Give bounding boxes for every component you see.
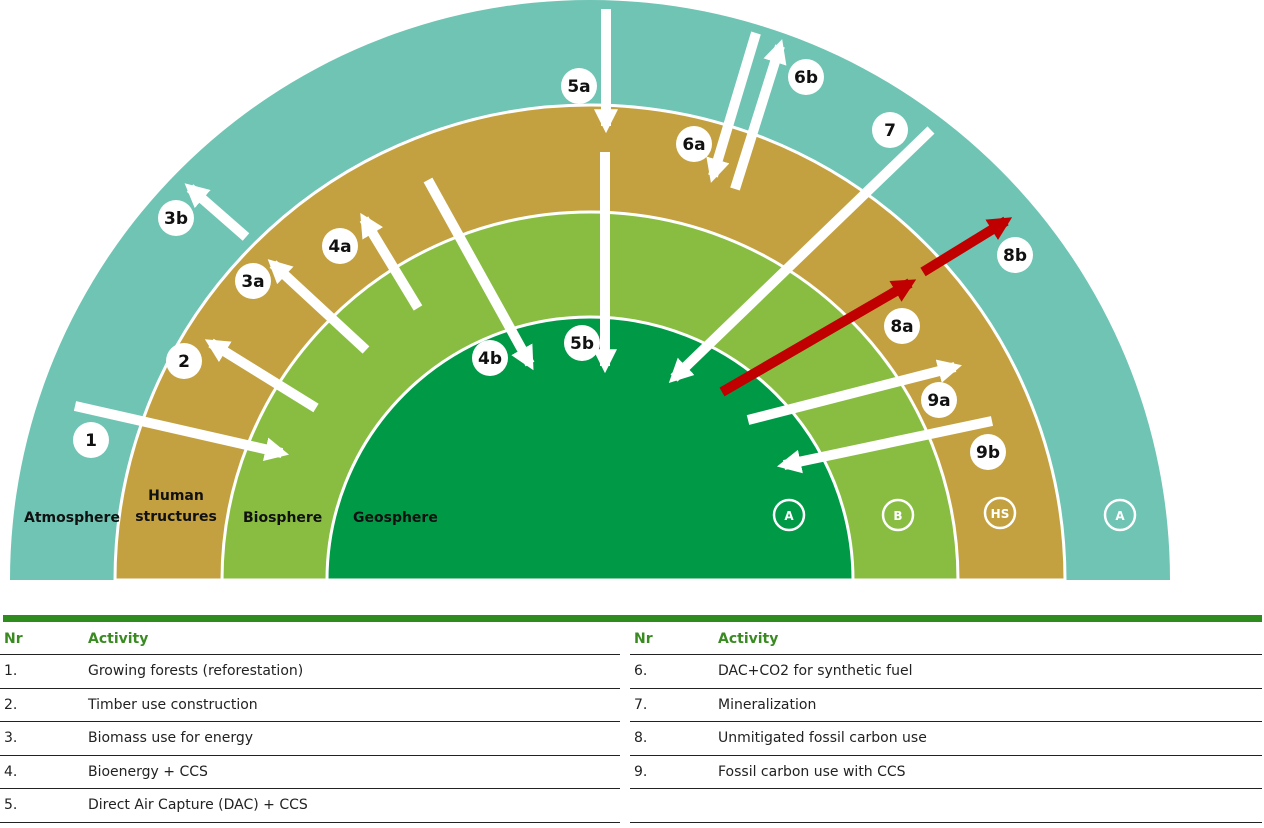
svg-text:5b: 5b (570, 334, 594, 354)
table-row: 7. Mineralization (630, 688, 1262, 722)
table-row: 1. Growing forests (reforestation) (0, 654, 620, 689)
table-row: 2. Timber use construction (0, 688, 620, 722)
row-nr: 2. (0, 688, 88, 722)
row-nr: 4. (0, 755, 88, 789)
svg-text:2: 2 (178, 352, 190, 372)
badge-6b: 6b (788, 59, 824, 95)
legend-header-row: Nr Activity (630, 624, 1262, 655)
arrow-8b (920, 216, 1013, 277)
svg-text:1: 1 (85, 431, 97, 451)
badge-4b: 4b (472, 340, 508, 376)
svg-text:6b: 6b (794, 68, 818, 88)
zone-label-human-line1: Human (148, 488, 204, 504)
table-row-empty (630, 788, 1262, 823)
flow-arrows (73, 9, 1013, 474)
row-activity: Fossil carbon use with CCS (718, 755, 1262, 789)
badge-5b: 5b (564, 325, 600, 361)
badge-2: 2 (166, 343, 202, 379)
header-activity: Activity (718, 624, 1262, 655)
zone-label-atmosphere: Atmosphere (24, 510, 120, 526)
row-nr: 6. (630, 654, 718, 689)
svg-text:7: 7 (884, 121, 896, 141)
arrow-3a (267, 259, 370, 354)
arrow-8a (719, 278, 917, 397)
badge-5a: 5a (561, 68, 597, 104)
table-row: 3. Biomass use for energy (0, 721, 620, 756)
zone-abbr-biosphere: B (881, 498, 915, 532)
badge-7: 7 (872, 112, 908, 148)
row-activity: Biomass use for energy (88, 721, 620, 756)
table-row: 5. Direct Air Capture (DAC) + CCS (0, 788, 620, 823)
table-row: 8. Unmitigated fossil carbon use (630, 721, 1262, 756)
header-activity: Activity (88, 624, 620, 655)
zone-label-geosphere: Geosphere (353, 510, 438, 526)
zone-label-biosphere: Biosphere (243, 510, 322, 526)
svg-text:8b: 8b (1003, 246, 1027, 266)
badge-4a: 4a (322, 228, 358, 264)
row-activity: DAC+CO2 for synthetic fuel (718, 654, 1262, 689)
legend-header-row: Nr Activity (0, 624, 620, 655)
row-nr: 5. (0, 788, 88, 823)
badge-6a: 6a (676, 126, 712, 162)
svg-text:9b: 9b (976, 443, 1000, 463)
badge-3a: 3a (235, 263, 271, 299)
badge-9a: 9a (921, 382, 957, 418)
arrow-1 (73, 401, 290, 461)
badge-8b: 8b (997, 237, 1033, 273)
zone-label-human-line2: structures (135, 509, 217, 525)
svg-text:4b: 4b (478, 349, 502, 369)
zone-abbr-geosphere: A (772, 498, 806, 532)
svg-text:A: A (784, 509, 794, 523)
arrow-6a (706, 31, 761, 183)
row-activity: Unmitigated fossil carbon use (718, 721, 1262, 756)
row-nr: 1. (0, 654, 88, 689)
svg-text:B: B (893, 509, 902, 523)
arrow-9a (746, 359, 962, 425)
legend-table-right: Nr Activity 6. DAC+CO2 for synthetic fuel… (630, 624, 1262, 823)
table-row: 6. DAC+CO2 for synthetic fuel (630, 654, 1262, 689)
arrow-4a (359, 212, 423, 311)
row-activity: Mineralization (718, 688, 1262, 722)
row-nr: 9. (630, 755, 718, 789)
legend-table-left: Nr Activity 1. Growing forests (reforesta… (0, 624, 620, 823)
row-nr: 3. (0, 721, 88, 756)
badge-1: 1 (73, 422, 109, 458)
arrow-6b (730, 39, 787, 191)
badge-9b: 9b (970, 434, 1006, 470)
carbon-flow-diagram: Atmosphere Human structures Biosphere Ge… (10, 0, 1170, 582)
svg-text:6a: 6a (682, 135, 705, 155)
svg-text:3a: 3a (241, 272, 264, 292)
legend-top-rule (3, 615, 1262, 622)
arrow-2 (204, 338, 319, 413)
svg-text:8a: 8a (890, 317, 913, 337)
arrow-9b (776, 416, 994, 474)
header-nr: Nr (630, 624, 718, 655)
row-activity: Bioenergy + CCS (88, 755, 620, 789)
svg-text:5a: 5a (567, 77, 590, 97)
table-row: 9. Fossil carbon use with CCS (630, 755, 1262, 789)
svg-text:A: A (1115, 509, 1125, 523)
svg-text:3b: 3b (164, 209, 188, 229)
row-nr: 7. (630, 688, 718, 722)
zone-abbr-atmosphere: A (1103, 498, 1137, 532)
svg-text:4a: 4a (328, 237, 351, 257)
table-row: 4. Bioenergy + CCS (0, 755, 620, 789)
arrow-3b (184, 183, 250, 241)
row-nr: 8. (630, 721, 718, 756)
svg-text:HS: HS (991, 507, 1010, 521)
geosphere-band (325, 315, 855, 582)
badge-3b: 3b (158, 200, 194, 236)
row-activity: Timber use construction (88, 688, 620, 722)
header-nr: Nr (0, 624, 88, 655)
arrow-4b (423, 177, 535, 371)
zone-abbr-human-structures: HS (983, 496, 1017, 530)
row-activity: Direct Air Capture (DAC) + CCS (88, 788, 620, 823)
badge-8a: 8a (884, 308, 920, 344)
arrow-7 (668, 126, 935, 383)
row-activity: Growing forests (reforestation) (88, 654, 620, 689)
svg-text:9a: 9a (927, 391, 950, 411)
